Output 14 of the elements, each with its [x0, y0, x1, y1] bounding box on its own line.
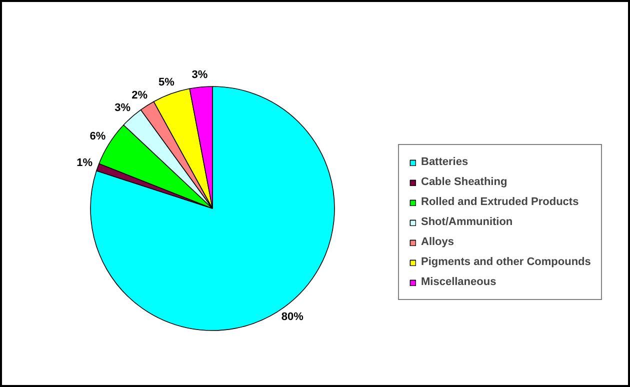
- legend-label: Batteries: [421, 155, 468, 169]
- legend-label: Miscellaneous: [421, 275, 496, 289]
- legend-label: Rolled and Extruded Products: [421, 195, 579, 209]
- data-label: 3%: [192, 69, 208, 82]
- data-label: 5%: [158, 76, 175, 88]
- legend-label: Pigments and other Compounds: [421, 255, 591, 269]
- data-label: 1%: [76, 157, 93, 170]
- data-label: 80%: [281, 310, 304, 323]
- legend-label: Cable Sheathing: [421, 175, 508, 189]
- data-label: 2%: [132, 89, 148, 102]
- legend-label: Shot/Ammunition: [421, 215, 513, 229]
- data-label: 3%: [114, 102, 131, 114]
- legend-label: Alloys: [421, 235, 454, 249]
- data-label: 6%: [90, 130, 106, 143]
